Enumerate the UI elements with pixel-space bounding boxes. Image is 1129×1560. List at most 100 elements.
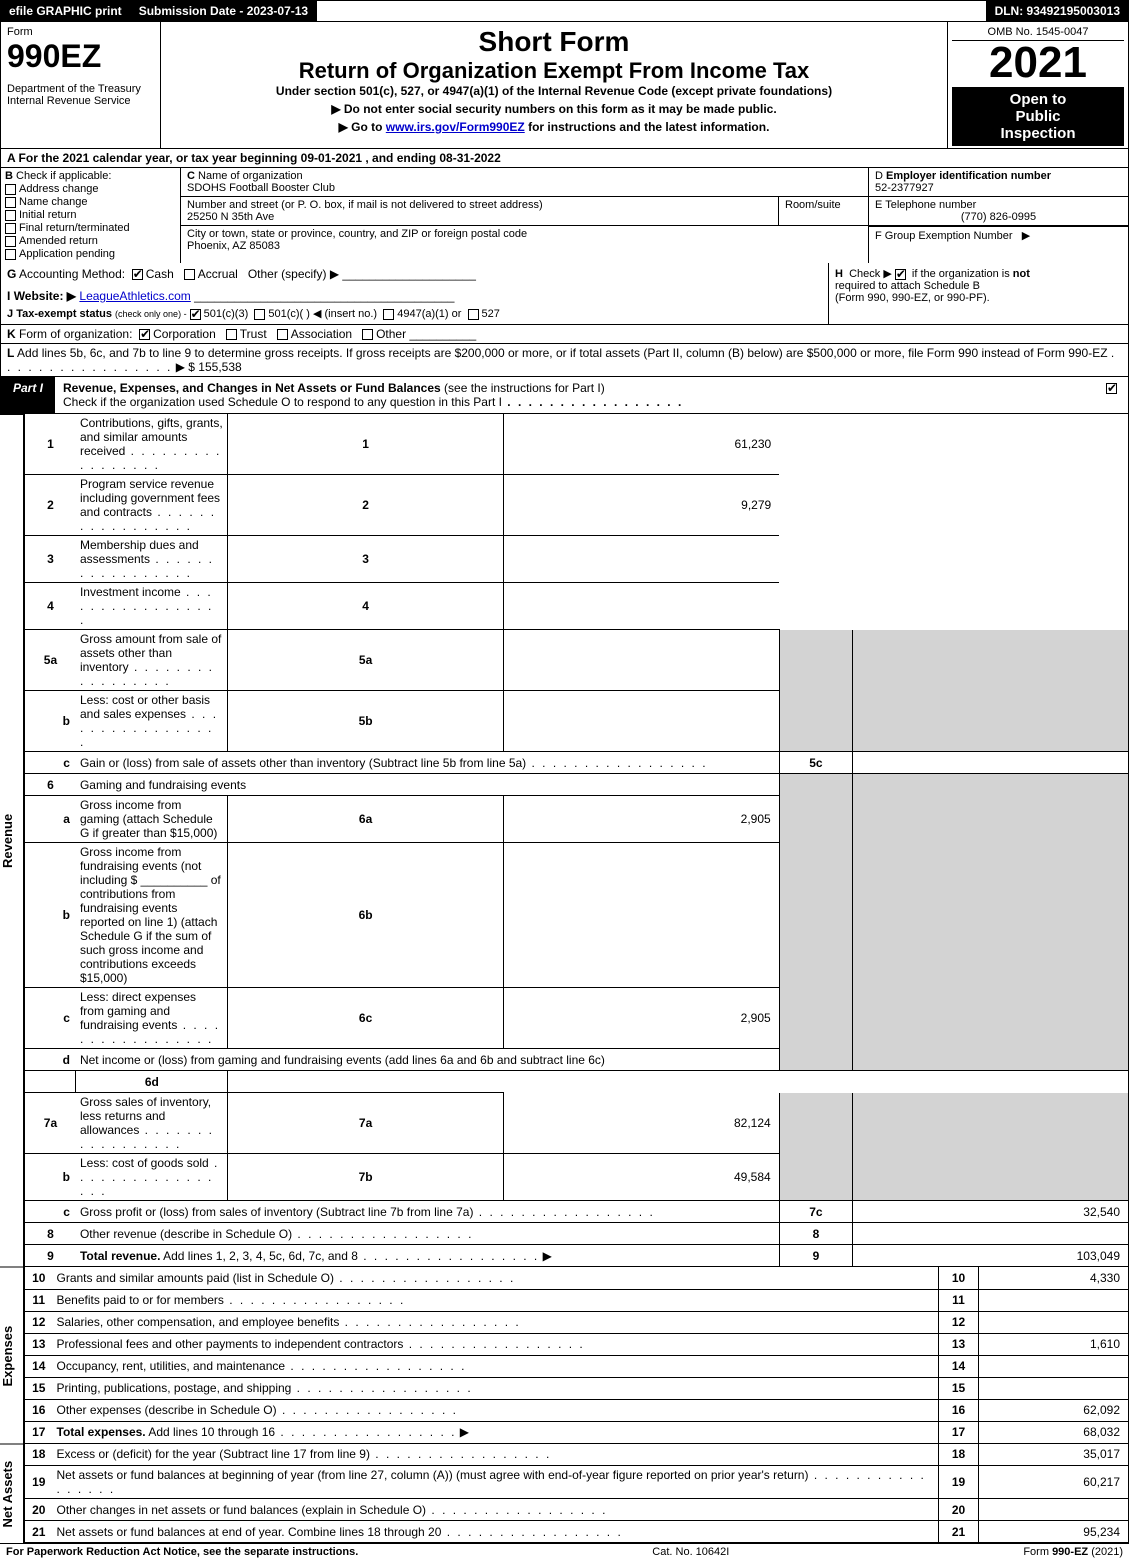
- line-l: L Add lines 5b, 6c, and 7b to line 9 to …: [0, 344, 1129, 377]
- row-10: 10Grants and similar amounts paid (list …: [25, 1267, 1129, 1289]
- form-word: Form: [7, 26, 154, 38]
- row-6d-2: 6d: [25, 1071, 1129, 1093]
- form-header: Form 990EZ Department of the Treasury In…: [0, 22, 1129, 149]
- row-2: 2Program service revenue including gover…: [25, 475, 1129, 536]
- line-h: H Check ▶ if the organization is not req…: [828, 263, 1128, 324]
- net-assets-section: Net Assets 18Excess or (deficit) for the…: [0, 1444, 1129, 1544]
- short-form-title: Short Form: [169, 26, 939, 58]
- row-12: 12Salaries, other compensation, and empl…: [25, 1311, 1129, 1333]
- chk-cash[interactable]: [132, 269, 143, 280]
- footer-left: For Paperwork Reduction Act Notice, see …: [6, 1546, 358, 1558]
- row-18: 18Excess or (deficit) for the year (Subt…: [25, 1444, 1129, 1466]
- arrow-line-2: ▶ Go to www.irs.gov/Form990EZ for instru…: [169, 120, 939, 134]
- chk-schedule-b[interactable]: [895, 269, 906, 280]
- section-e: E Telephone number (770) 826-0995: [868, 197, 1128, 225]
- chk-address-change[interactable]: Address change: [5, 183, 176, 195]
- revenue-table: 1Contributions, gifts, grants, and simil…: [24, 414, 1129, 1267]
- header-right: OMB No. 1545-0047 2021 Open to Public In…: [948, 22, 1128, 148]
- chk-corp[interactable]: [139, 329, 150, 340]
- tax-year: 2021: [952, 41, 1124, 85]
- irs-link[interactable]: www.irs.gov/Form990EZ: [386, 120, 525, 134]
- open-to-public: Open to Public Inspection: [952, 87, 1124, 146]
- revenue-section: Revenue 1Contributions, gifts, grants, a…: [0, 414, 1129, 1267]
- page-footer: For Paperwork Reduction Act Notice, see …: [0, 1543, 1129, 1560]
- phone: (770) 826-0995: [875, 211, 1122, 223]
- block-bcdf: B Check if applicable: Address change Na…: [0, 168, 1129, 263]
- row-17: 17Total expenses. Add lines 10 through 1…: [25, 1421, 1129, 1443]
- row-6: 6Gaming and fundraising events: [25, 774, 1129, 796]
- dept-irs: Internal Revenue Service: [7, 95, 154, 107]
- section-b: B Check if applicable: Address change Na…: [1, 168, 181, 263]
- part1-checkbox[interactable]: [1098, 377, 1128, 413]
- part1-tab: Part I: [1, 377, 55, 413]
- ein: 52-2377927: [875, 182, 934, 194]
- expenses-section: Expenses 10Grants and similar amounts pa…: [0, 1267, 1129, 1444]
- b-label: B: [5, 170, 13, 182]
- row-1: 1Contributions, gifts, grants, and simil…: [25, 414, 1129, 475]
- chk-name-change[interactable]: Name change: [5, 196, 176, 208]
- chk-accrual[interactable]: [184, 269, 195, 280]
- chk-assoc[interactable]: [277, 329, 288, 340]
- row-9: 9Total revenue. Add lines 1, 2, 3, 4, 5c…: [25, 1245, 1129, 1267]
- row-20: 20Other changes in net assets or fund ba…: [25, 1499, 1129, 1521]
- website-link[interactable]: LeagueAthletics.com: [79, 289, 190, 303]
- part1-title: Revenue, Expenses, and Changes in Net As…: [55, 377, 1098, 413]
- net-assets-table: 18Excess or (deficit) for the year (Subt…: [24, 1444, 1129, 1544]
- footer-cat: Cat. No. 10642I: [652, 1546, 729, 1558]
- org-name: SDOHS Football Booster Club: [187, 182, 335, 194]
- expenses-table: 10Grants and similar amounts paid (list …: [24, 1267, 1129, 1444]
- row-13: 13Professional fees and other payments t…: [25, 1333, 1129, 1355]
- row-16: 16Other expenses (describe in Schedule O…: [25, 1399, 1129, 1421]
- topbar-spacer: [317, 1, 986, 21]
- chk-501c[interactable]: [254, 309, 265, 320]
- chk-initial-return[interactable]: Initial return: [5, 209, 176, 221]
- row-4: 4Investment income4: [25, 583, 1129, 630]
- row-8: 8Other revenue (describe in Schedule O)8: [25, 1223, 1129, 1245]
- chk-527[interactable]: [468, 309, 479, 320]
- section-f: F Group Exemption Number ▶: [868, 226, 1128, 263]
- arrow2-pre: ▶ Go to: [339, 120, 386, 134]
- city-cell: City or town, state or province, country…: [181, 226, 868, 263]
- line-g: G Accounting Method: Cash Accrual Other …: [1, 263, 828, 324]
- org-name-cell: C Name of organization SDOHS Football Bo…: [181, 168, 868, 196]
- row-21: 21Net assets or fund balances at end of …: [25, 1521, 1129, 1543]
- expenses-side-label: Expenses: [0, 1267, 24, 1444]
- chk-other[interactable]: [362, 329, 373, 340]
- line-a: A For the 2021 calendar year, or tax yea…: [0, 149, 1129, 168]
- city: Phoenix, AZ 85083: [187, 240, 280, 252]
- header-center: Short Form Return of Organization Exempt…: [161, 22, 948, 148]
- top-bar: efile GRAPHIC print Submission Date - 20…: [0, 0, 1129, 22]
- section-d: D Employer identification number 52-2377…: [868, 168, 1128, 196]
- chk-trust[interactable]: [226, 329, 237, 340]
- section-c-container: C Name of organization SDOHS Football Bo…: [181, 168, 1128, 263]
- chk-app-pending[interactable]: Application pending: [5, 248, 176, 260]
- chk-4947[interactable]: [383, 309, 394, 320]
- main-title: Return of Organization Exempt From Incom…: [169, 58, 939, 84]
- row-11: 11Benefits paid to or for members11: [25, 1289, 1129, 1311]
- row-5c: cGain or (loss) from sale of assets othe…: [25, 752, 1129, 774]
- gh-row: G Accounting Method: Cash Accrual Other …: [0, 263, 1129, 325]
- b-text: Check if applicable:: [16, 170, 111, 182]
- row-7c: cGross profit or (loss) from sales of in…: [25, 1201, 1129, 1223]
- chk-501c3[interactable]: [190, 309, 201, 320]
- arrow2-post: for instructions and the latest informat…: [528, 120, 769, 134]
- row-7a: 7aGross sales of inventory, less returns…: [25, 1093, 1129, 1154]
- row-3: 3Membership dues and assessments3: [25, 536, 1129, 583]
- room-suite: Room/suite: [778, 197, 868, 225]
- dln: DLN: 93492195003013: [987, 1, 1128, 21]
- chk-amended[interactable]: Amended return: [5, 235, 176, 247]
- street: 25250 N 35th Ave: [187, 211, 274, 223]
- arrow-line-1: ▶ Do not enter social security numbers o…: [169, 102, 939, 116]
- row-19: 19Net assets or fund balances at beginni…: [25, 1466, 1129, 1499]
- chk-final-return[interactable]: Final return/terminated: [5, 222, 176, 234]
- row-5a: 5aGross amount from sale of assets other…: [25, 630, 1129, 691]
- row-14: 14Occupancy, rent, utilities, and mainte…: [25, 1355, 1129, 1377]
- gross-receipts: 155,538: [198, 360, 241, 374]
- netassets-side-label: Net Assets: [0, 1444, 24, 1544]
- street-cell: Number and street (or P. O. box, if mail…: [181, 197, 778, 225]
- dept-treasury: Department of the Treasury: [7, 83, 154, 95]
- revenue-side-label: Revenue: [0, 414, 24, 1267]
- subtitle: Under section 501(c), 527, or 4947(a)(1)…: [169, 84, 939, 98]
- row-15: 15Printing, publications, postage, and s…: [25, 1377, 1129, 1399]
- part1-header: Part I Revenue, Expenses, and Changes in…: [0, 377, 1129, 414]
